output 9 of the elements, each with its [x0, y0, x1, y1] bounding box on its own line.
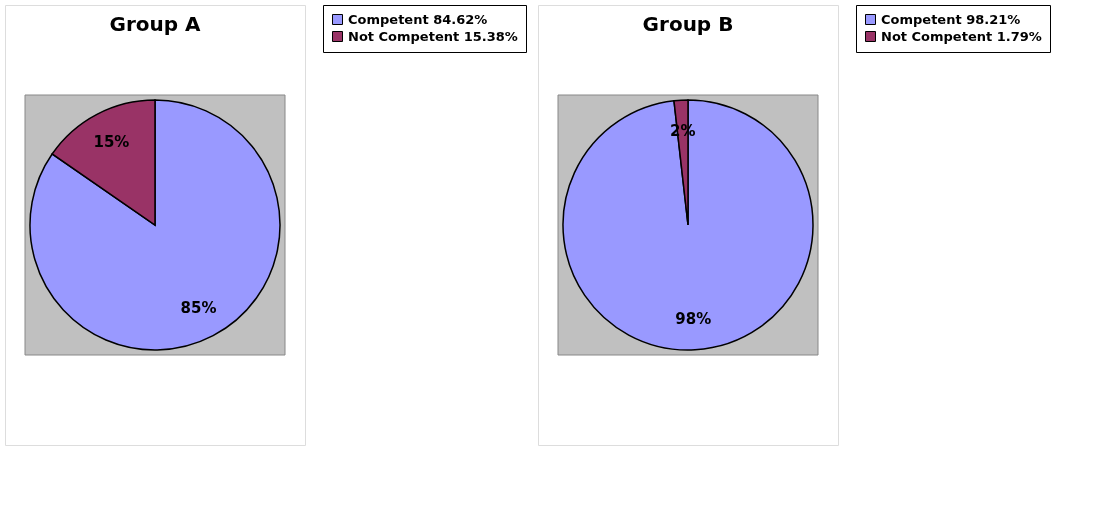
legend-label: Competent 84.62%: [348, 11, 488, 27]
chart-title: Group A: [109, 11, 202, 36]
legend-label: Competent 98.21%: [881, 11, 1021, 27]
chart-title: Group B: [642, 11, 734, 36]
data-label: 98%: [675, 309, 712, 328]
legend-label: Not Competent 1.79%: [881, 28, 1042, 44]
data-label: 15%: [93, 132, 130, 151]
data-label: 85%: [180, 299, 217, 318]
legend-label: Not Competent 15.38%: [348, 28, 518, 44]
